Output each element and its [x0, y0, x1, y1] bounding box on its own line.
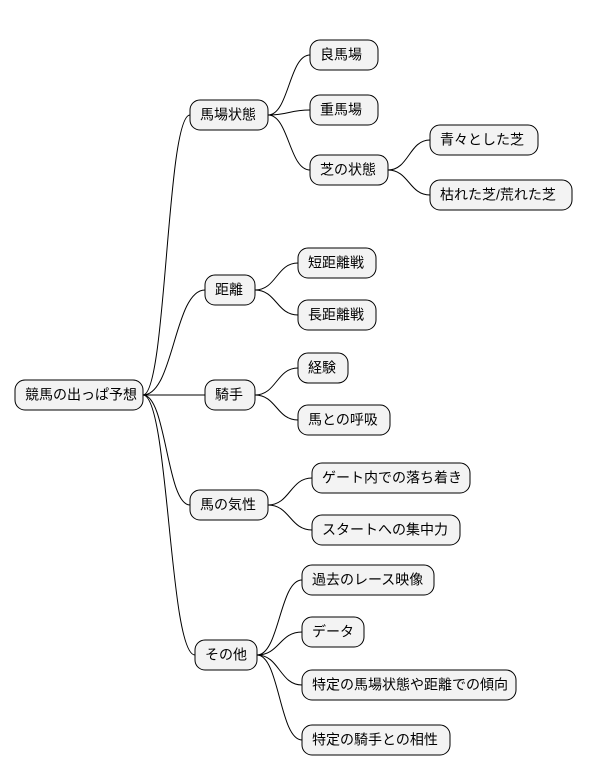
edge-kyori-tan: [255, 263, 298, 290]
node-ao-label: 青々とした芝: [440, 132, 524, 148]
node-shiba-label: 芝の状態: [320, 162, 376, 178]
node-sonota: その他: [195, 640, 257, 670]
edge-shiba-ao: [388, 140, 430, 170]
node-cho-label: 長距離戦: [308, 307, 364, 323]
edge-root-sonota: [143, 395, 195, 655]
node-aisho-label: 特定の騎手との相性: [312, 732, 438, 748]
edge-sonota-data: [257, 632, 302, 655]
node-data-label: データ: [312, 624, 354, 640]
node-keiken-label: 経験: [308, 360, 336, 376]
node-data: データ: [302, 617, 364, 647]
node-keiko: 特定の馬場状態や距離での傾向: [302, 670, 516, 700]
node-aisho: 特定の騎手との相性: [302, 725, 450, 755]
edge-baba-shiba: [268, 115, 310, 170]
node-ao: 青々とした芝: [430, 125, 538, 155]
node-omo: 重馬場: [310, 95, 378, 125]
node-keiken: 経験: [298, 353, 348, 383]
node-gate: ゲート内での落ち着き: [312, 463, 470, 493]
node-kyori-label: 距離: [215, 282, 243, 298]
edge-shiba-kare: [388, 170, 430, 195]
node-kisei: 馬の気性: [190, 490, 268, 520]
edge-kisei-gate: [268, 478, 312, 505]
edge-kishu-keiken: [255, 368, 298, 395]
node-baba-label: 馬場状態: [200, 107, 256, 123]
node-kisei-label: 馬の気性: [200, 497, 256, 513]
node-shiba: 芝の状態: [310, 155, 388, 185]
node-ryo: 良馬場: [310, 40, 378, 70]
node-kako-label: 過去のレース映像: [312, 572, 423, 588]
edge-sonota-aisho: [257, 655, 302, 740]
node-kyori: 距離: [205, 275, 255, 305]
node-kishu-label: 騎手: [215, 387, 243, 403]
node-start-label: スタートへの集中力: [322, 522, 448, 538]
node-start: スタートへの集中力: [312, 515, 460, 545]
mindmap-diagram: 競馬の出っぱ予想 馬場状態 良馬場重馬場芝の状態 青々とした芝枯れた芝/荒れた芝距離 短…: [0, 0, 591, 781]
edge-root-baba: [143, 115, 190, 395]
node-gate-label: ゲート内での落ち着き: [322, 470, 462, 486]
edge-kyori-cho: [255, 290, 298, 315]
node-kare-label: 枯れた芝/荒れた芝: [440, 187, 556, 203]
node-keiko-label: 特定の馬場状態や距離での傾向: [312, 677, 508, 693]
edges-group: [143, 55, 430, 740]
edge-root-kyori: [143, 290, 205, 395]
node-tan: 短距離戦: [298, 248, 376, 278]
edge-root-kisei: [143, 395, 190, 505]
edge-sonota-keiko: [257, 655, 302, 685]
nodes-group: 競馬の出っぱ予想 馬場状態 良馬場重馬場芝の状態 青々とした芝枯れた芝/荒れた芝距離 短…: [15, 40, 572, 755]
node-cho: 長距離戦: [298, 300, 376, 330]
node-root: 競馬の出っぱ予想: [15, 380, 143, 410]
node-kako: 過去のレース映像: [302, 565, 434, 595]
edge-kisei-start: [268, 505, 312, 530]
node-tan-label: 短距離戦: [308, 255, 364, 271]
node-baba: 馬場状態: [190, 100, 268, 130]
edge-kishu-kokyu: [255, 395, 298, 420]
edge-baba-ryo: [268, 55, 310, 115]
node-kishu: 騎手: [205, 380, 255, 410]
node-ryo-label: 良馬場: [320, 47, 362, 63]
node-kokyu: 馬との呼吸: [298, 405, 390, 435]
node-sonota-label: その他: [205, 647, 247, 663]
node-omo-label: 重馬場: [320, 102, 362, 118]
node-kare: 枯れた芝/荒れた芝: [430, 180, 572, 210]
node-root-label: 競馬の出っぱ予想: [25, 387, 137, 403]
node-kokyu-label: 馬との呼吸: [308, 412, 378, 428]
